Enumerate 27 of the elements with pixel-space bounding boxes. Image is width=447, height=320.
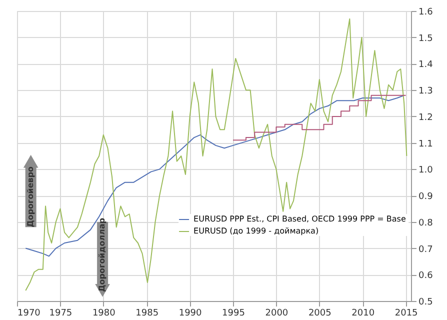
legend-label: EURUSD (до 1999 - доймарка) bbox=[194, 226, 319, 236]
annotation: Дорогойдоллар bbox=[98, 218, 107, 292]
y-tick-label: 0.7 bbox=[418, 244, 433, 255]
x-tick-label: 1995 bbox=[222, 308, 245, 318]
y-tick-label: 1.2 bbox=[418, 112, 433, 123]
annotation: Дорогойевро bbox=[26, 166, 35, 228]
x-tick-label: 1985 bbox=[136, 308, 159, 318]
x-tick-label: 1980 bbox=[92, 308, 116, 318]
y-tick-label: 0.6 bbox=[418, 271, 434, 282]
y-tick-label: 0.9 bbox=[418, 192, 434, 202]
x-tick-label: 2010 bbox=[352, 308, 375, 318]
line-series bbox=[25, 18, 408, 291]
x-tick-label: 1975 bbox=[49, 308, 72, 318]
x-tick-label: 2000 bbox=[265, 308, 288, 318]
x-tick-label: 1990 bbox=[178, 308, 202, 318]
y-tick-label: 1.5 bbox=[418, 34, 433, 44]
y-tick-label: 1.4 bbox=[418, 60, 434, 70]
y-tick-label: 1.3 bbox=[418, 86, 433, 97]
x-tick-label: 1970 bbox=[18, 308, 41, 318]
x-tick-label: 2005 bbox=[308, 308, 332, 318]
y-tick-label: 1.0 bbox=[418, 166, 434, 176]
y-tick-label: 1.1 bbox=[418, 139, 433, 150]
x-tick-label: 2015 bbox=[394, 308, 418, 318]
y-tick-label: 1.6 bbox=[418, 8, 434, 18]
y-tick-label: 0.5 bbox=[418, 298, 433, 308]
y-tick-label: 0.8 bbox=[418, 218, 434, 228]
legend-label: EURUSD PPP Est., CPI Based, OECD 1999 PPP = Base bbox=[194, 214, 406, 224]
